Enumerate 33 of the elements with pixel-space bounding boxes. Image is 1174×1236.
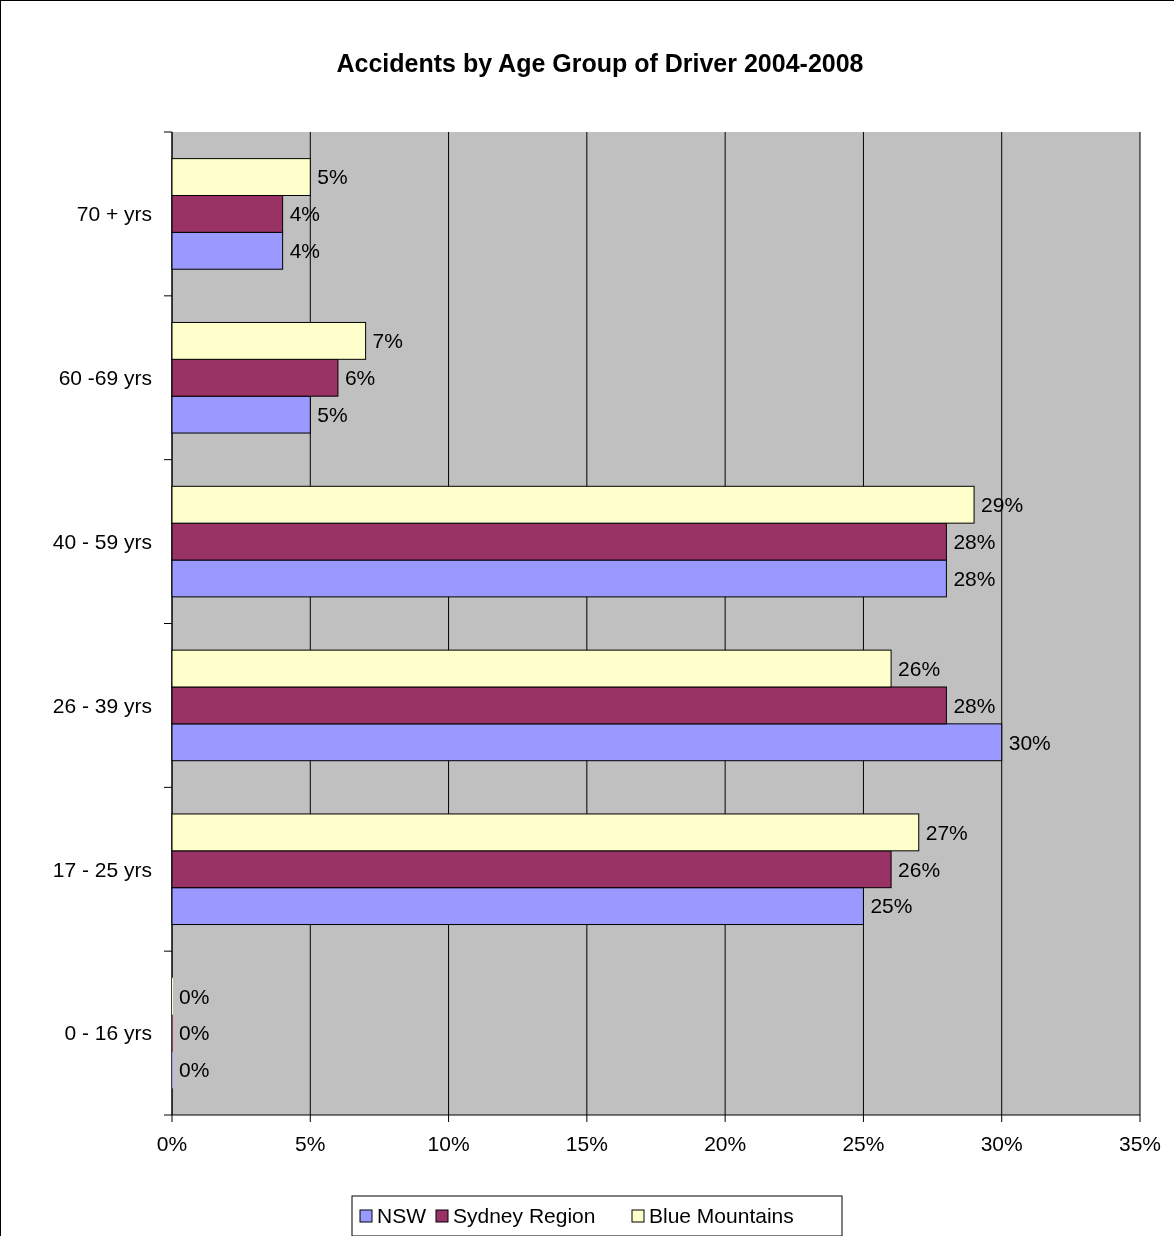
legend-label: Sydney Region — [453, 1204, 596, 1228]
data-label: 25% — [870, 894, 913, 918]
y-tick-label: 70 + yrs — [76, 202, 152, 226]
x-tick-label: 25% — [842, 1132, 885, 1155]
data-label: 26% — [898, 857, 941, 881]
data-label: 5% — [317, 402, 348, 426]
x-tick-label: 5% — [295, 1132, 326, 1155]
data-label: 28% — [953, 529, 996, 553]
data-label: 6% — [344, 366, 376, 390]
chart-title: Accidents by Age Group of Driver 2004-2008 — [336, 49, 864, 77]
data-label: 28% — [953, 566, 996, 590]
data-label: 30% — [1008, 730, 1051, 754]
data-label: 0% — [179, 984, 210, 1008]
y-tick-label: 60 -69 yrs — [58, 366, 152, 390]
data-label: 0% — [179, 1058, 210, 1082]
legend-label: Blue Mountains — [649, 1204, 794, 1228]
x-tick-label: 35% — [1118, 1132, 1162, 1155]
y-tick-label: 26 - 39 yrs — [52, 693, 152, 717]
x-tick-label: 30% — [980, 1132, 1023, 1155]
data-label: 5% — [317, 165, 348, 189]
legend-label: NSW — [377, 1204, 427, 1228]
y-tick-label: 40 - 59 yrs — [52, 529, 152, 553]
x-tick-label: 20% — [704, 1132, 747, 1155]
data-label: 28% — [953, 693, 996, 717]
x-tick-label: 10% — [427, 1132, 470, 1155]
y-tick-label: 0 - 16 yrs — [64, 1021, 152, 1045]
data-label: 7% — [372, 329, 403, 353]
data-label: 27% — [925, 820, 968, 844]
data-label: 0% — [179, 1021, 210, 1045]
data-label: 26% — [898, 656, 941, 680]
x-tick-label: 15% — [565, 1132, 608, 1155]
x-tick-label: 0% — [156, 1132, 188, 1155]
y-tick-label: 17 - 25 yrs — [52, 857, 152, 881]
